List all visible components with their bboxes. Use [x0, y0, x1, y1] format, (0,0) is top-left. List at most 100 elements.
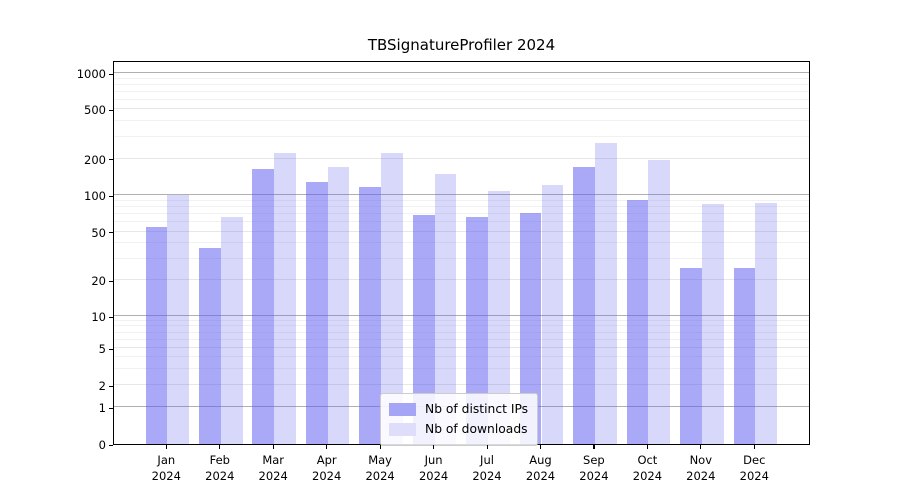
- y-tick-label-0: 0: [98, 438, 106, 452]
- legend-row-downloads: Nb of downloads: [389, 419, 528, 439]
- x-tick-mark: [646, 445, 649, 449]
- x-tick-label-jul: Jul 2024: [472, 453, 502, 483]
- x-tick-mark: [700, 445, 702, 449]
- gridline-y-40: [114, 242, 809, 244]
- y-tick-mark: [108, 109, 113, 111]
- bar-downloads-feb: [220, 217, 243, 444]
- legend-swatch-icon: [389, 422, 416, 436]
- gridline-y-9: [114, 319, 809, 321]
- gridline-y-80: [114, 205, 809, 207]
- x-tick-mark: [753, 445, 755, 449]
- bar-downloads-jul: [488, 190, 510, 444]
- legend-label: Nb of distinct IPs: [425, 402, 529, 416]
- y-tick-mark: [108, 407, 113, 409]
- gridline-y-6: [114, 338, 809, 340]
- bar-distinct-ips-feb: [199, 247, 221, 444]
- gridline-y-800: [114, 83, 809, 85]
- y-tick-mark: [108, 348, 113, 351]
- y-tick-mark: [108, 385, 113, 388]
- gridline-y-100: [114, 194, 809, 196]
- bar-distinct-ips-mar: [252, 168, 275, 444]
- gridline-y-900: [114, 77, 809, 79]
- x-tick-label-aug: Aug 2024: [525, 453, 556, 483]
- x-tick-mark: [165, 445, 167, 449]
- x-tick-mark: [486, 445, 488, 449]
- legend-swatch-icon: [389, 402, 416, 416]
- gridline-y-60: [114, 221, 809, 222]
- bar-distinct-ips-apr: [305, 181, 328, 444]
- y-tick-label-500: 500: [84, 103, 106, 118]
- gridline-y-10: [114, 315, 809, 316]
- bar-downloads-jan: [167, 195, 190, 444]
- gridline-y-300: [114, 135, 809, 137]
- x-tick-label-mar: Mar 2024: [258, 453, 288, 483]
- gridline-y-700: [114, 90, 809, 92]
- x-tick-label-sep: Sep 2024: [579, 453, 609, 483]
- gridline-y-3: [114, 368, 809, 369]
- bar-distinct-ips-oct: [626, 199, 649, 444]
- x-tick-label-nov: Nov 2024: [686, 453, 716, 483]
- y-tick-label-2: 2: [98, 379, 106, 394]
- x-tick-label-may: May 2024: [365, 453, 395, 483]
- y-tick-mark: [108, 195, 113, 197]
- gridline-y-600: [114, 98, 809, 100]
- y-tick-mark: [108, 280, 113, 282]
- bar-downloads-mar: [274, 153, 296, 444]
- y-tick-label-200: 200: [84, 152, 106, 167]
- y-tick-label-20: 20: [91, 274, 106, 289]
- legend: Nb of distinct IPs Nb of downloads: [380, 393, 539, 446]
- x-tick-label-oct: Oct 2024: [632, 453, 663, 483]
- x-tick-mark: [433, 445, 435, 449]
- bar-downloads-nov: [701, 204, 724, 444]
- x-tick-mark: [326, 445, 328, 449]
- bar-distinct-ips-may: [359, 186, 382, 444]
- chart-title: TBSignatureProfiler 2024: [367, 36, 556, 54]
- gridline-y-7: [114, 331, 809, 333]
- bar-downloads-sep: [594, 142, 617, 444]
- bar-distinct-ips-jun: [412, 215, 435, 444]
- bar-distinct-ips-jul: [466, 217, 488, 444]
- bar-downloads-aug: [541, 184, 564, 444]
- bar-downloads-oct: [648, 160, 671, 444]
- y-tick-label-50: 50: [91, 225, 106, 240]
- x-tick-label-jan: Jan 2024: [151, 453, 181, 483]
- y-tick-mark: [108, 316, 113, 318]
- gridline-y-5: [114, 347, 809, 349]
- bar-downloads-may: [381, 152, 403, 444]
- y-tick-label-1: 1: [98, 401, 106, 416]
- x-tick-label-feb: Feb 2024: [205, 453, 235, 483]
- gridline-y-500: [114, 108, 809, 110]
- gridline-y-4: [114, 356, 809, 358]
- y-tick-label-1000: 1000: [76, 67, 106, 81]
- gridline-y-1000: [114, 72, 809, 73]
- gridline-y-20: [114, 279, 809, 281]
- legend-label: Nb of downloads: [425, 422, 528, 436]
- y-tick-label-100: 100: [84, 189, 106, 204]
- x-tick-label-jun: Jun 2024: [418, 453, 449, 483]
- x-tick-mark: [540, 445, 542, 449]
- x-tick-mark: [379, 445, 381, 449]
- y-tick-label-5: 5: [98, 342, 106, 357]
- legend-row-distinct-ips: Nb of distinct IPs: [389, 399, 528, 419]
- bar-downloads-jun: [434, 173, 457, 444]
- x-tick-mark: [219, 445, 221, 449]
- bar-distinct-ips-nov: [680, 268, 702, 444]
- bar-downloads-apr: [327, 166, 350, 444]
- x-tick-mark: [593, 445, 595, 449]
- gridline-y-50: [114, 230, 809, 232]
- gridline-y-30: [114, 257, 809, 259]
- y-tick-label-10: 10: [91, 310, 106, 324]
- y-tick-mark: [108, 232, 113, 234]
- x-tick-label-dec: Dec 2024: [739, 453, 769, 483]
- y-tick-mark: [108, 159, 113, 161]
- bar-distinct-ips-aug: [519, 213, 542, 444]
- bar-distinct-ips-dec: [733, 268, 756, 444]
- plot-area: Nb of distinct IPs Nb of downloads: [113, 61, 810, 446]
- bar-distinct-ips-jan: [145, 226, 168, 444]
- bar-downloads-dec: [755, 203, 778, 444]
- y-tick-mark: [108, 444, 113, 446]
- gridline-y-400: [114, 120, 809, 122]
- x-tick-label-apr: Apr 2024: [312, 453, 342, 483]
- gridline-y-2: [114, 384, 809, 386]
